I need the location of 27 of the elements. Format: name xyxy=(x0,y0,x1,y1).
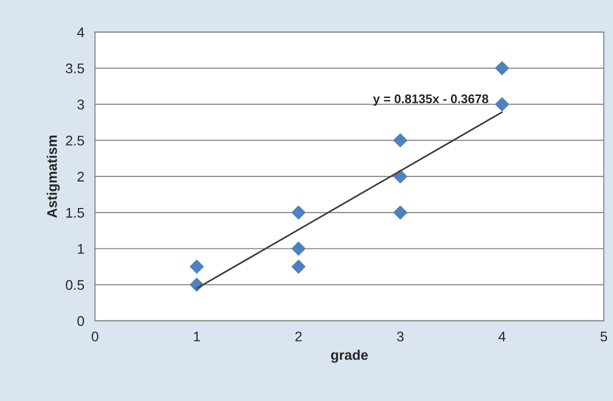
y-tick-label: 4 xyxy=(77,28,84,38)
y-axis-title: Astigmatism xyxy=(46,136,60,218)
y-tick-label: 2.5 xyxy=(66,136,84,146)
x-axis-title: grade xyxy=(331,350,368,363)
point xyxy=(393,206,408,220)
y-tick-label: 1 xyxy=(78,244,84,254)
point xyxy=(495,97,509,112)
y-tick-label: 3 xyxy=(77,100,84,110)
point xyxy=(393,133,408,148)
point xyxy=(292,242,306,256)
y-tick-label: 0.5 xyxy=(66,280,84,290)
annotation: y = 0.8135x - 0.3678 xyxy=(373,94,488,106)
y-tick-label: 3.5 xyxy=(66,64,84,74)
y-tick-label: 1.5 xyxy=(66,208,84,218)
x-tick-label: 5 xyxy=(600,332,608,342)
x-tick-label: 1 xyxy=(194,332,200,342)
point xyxy=(292,260,306,274)
x-tick-label: 0 xyxy=(92,332,98,342)
x-tick-label: 4 xyxy=(498,332,506,342)
point xyxy=(393,170,408,184)
x-tick-label: 2 xyxy=(295,332,302,342)
y-tick-label: 2 xyxy=(78,172,84,182)
point xyxy=(495,61,509,76)
y-tick-label: 0 xyxy=(77,316,84,326)
point xyxy=(292,206,306,220)
point xyxy=(190,260,204,274)
x-tick-label: 3 xyxy=(396,332,404,342)
